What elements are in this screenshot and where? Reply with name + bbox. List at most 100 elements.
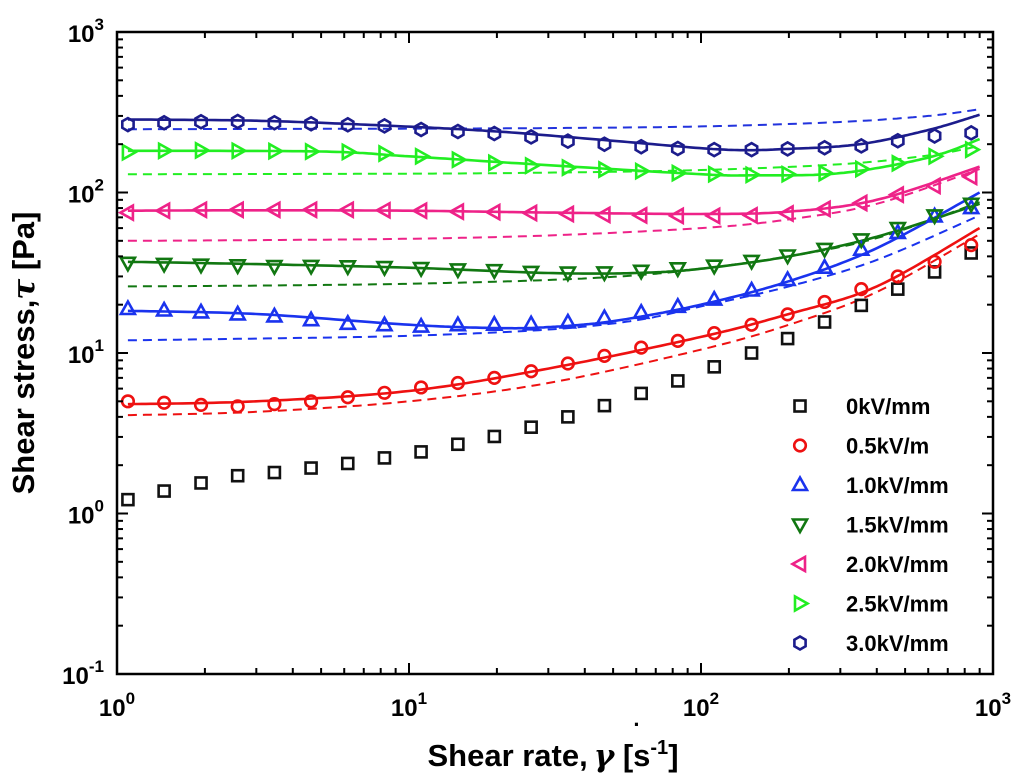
y-tick-label-4: 103: [68, 15, 104, 48]
data-point-s2-11: [521, 314, 541, 331]
data-point-s3-3: [228, 258, 247, 276]
data-point-s6-6: [340, 116, 355, 133]
data-point-s0-23: [964, 246, 978, 260]
fit-dashed-6: [127, 108, 980, 131]
data-point-s6-14: [634, 138, 649, 155]
data-point-s3-4: [265, 259, 284, 277]
x-axis-title-unit-close: ]: [668, 738, 678, 773]
data-point-s3-15: [668, 261, 688, 279]
data-point-s5-10: [487, 153, 505, 173]
data-point-s0-9: [451, 437, 465, 452]
data-point-s2-7: [375, 315, 394, 332]
data-point-s0-13: [597, 398, 612, 413]
x-axis-dot: ·: [633, 712, 640, 737]
legend-label-5: 2.5kV/mm: [846, 592, 949, 617]
fit-solid-3: [127, 202, 981, 275]
data-point-s1-20: [854, 282, 869, 297]
data-point-s0-19: [817, 315, 832, 329]
data-point-s3-11: [521, 265, 541, 283]
data-point-s4-22: [924, 176, 941, 196]
data-point-s2-20: [852, 239, 871, 256]
y-tick-label-1: 100: [68, 497, 104, 530]
x-axis-title: Shear rate, γ [s-1]: [427, 737, 678, 774]
data-point-s6-16: [707, 141, 722, 158]
fit-solid-1: [127, 226, 981, 406]
data-point-s4-20: [851, 193, 868, 213]
legend-marker-5: [793, 594, 811, 613]
y-axis-title-symbol: τ: [6, 279, 42, 300]
data-point-s4-2: [190, 200, 208, 220]
data-point-s4-8: [410, 201, 428, 220]
data-point-s6-8: [414, 121, 429, 138]
data-point-s1-22: [927, 254, 942, 269]
data-point-s5-12: [561, 158, 579, 177]
data-point-s2-12: [558, 312, 578, 329]
data-point-s5-5: [304, 142, 322, 161]
data-point-s3-10: [485, 263, 504, 281]
data-point-s1-0: [120, 394, 136, 409]
data-point-s4-5: [300, 200, 318, 220]
data-point-s6-22: [927, 128, 942, 145]
data-point-s0-5: [304, 461, 318, 475]
data-point-s4-10: [484, 202, 501, 222]
x-tick-label-0: 100: [99, 689, 135, 722]
data-point-s4-7: [374, 201, 391, 220]
data-point-s5-11: [524, 156, 542, 175]
data-point-s2-2: [191, 302, 211, 319]
data-point-s3-9: [448, 263, 468, 280]
fit-curves: [127, 108, 981, 417]
data-point-s0-18: [780, 331, 795, 346]
data-point-s5-19: [818, 163, 835, 183]
data-point-s1-14: [634, 340, 649, 355]
data-point-s2-18: [778, 269, 797, 287]
data-point-s5-6: [341, 142, 358, 162]
data-point-s0-10: [487, 429, 502, 444]
data-point-s4-23: [961, 167, 978, 187]
data-point-s0-7: [377, 451, 392, 465]
data-point-s6-11: [524, 128, 539, 145]
data-point-s6-21: [890, 132, 905, 149]
data-point-s0-4: [267, 465, 282, 480]
legend-label-4: 2.0kV/mm: [846, 552, 949, 577]
data-point-s0-3: [230, 468, 245, 483]
data-point-s1-23: [964, 238, 979, 253]
legend-label-0: 0kV/mm: [846, 394, 930, 419]
data-point-s6-20: [854, 137, 869, 154]
data-point-s5-3: [231, 141, 248, 161]
data-point-s1-5: [303, 394, 319, 409]
y-axis-title-unit: [Pa]: [6, 212, 41, 279]
y-axis-title: Shear stress,τ [Pa]: [6, 212, 42, 495]
data-point-s0-1: [157, 484, 171, 498]
fit-solid-6: [127, 113, 980, 152]
legend-marker-2: [790, 474, 810, 492]
data-point-s0-0: [121, 492, 135, 507]
data-point-s1-4: [267, 397, 282, 412]
data-point-s0-16: [707, 360, 722, 374]
data-point-s3-21: [888, 221, 908, 239]
data-point-s2-17: [742, 280, 761, 297]
data-point-s1-8: [413, 380, 429, 395]
data-point-s5-16: [707, 164, 725, 184]
data-point-s2-10: [485, 314, 504, 332]
data-point-s2-9: [448, 315, 468, 332]
data-markers: [117, 113, 982, 507]
legend: 0kV/mm 0.5kV/m 1.0kV/mm 1.5kV/mm 2.0kV/mm 2.5…: [789, 394, 949, 656]
data-point-s4-16: [704, 206, 721, 226]
data-point-s2-3: [228, 304, 247, 321]
data-point-s6-19: [817, 139, 832, 156]
data-point-s3-20: [852, 233, 871, 250]
data-point-s2-4: [265, 306, 284, 323]
data-point-s3-2: [191, 258, 211, 275]
data-point-s6-9: [450, 123, 465, 140]
data-point-s3-8: [411, 261, 431, 279]
data-point-s3-1: [154, 257, 174, 275]
x-axis-title-main: Shear rate,: [427, 738, 587, 773]
data-point-s4-21: [887, 185, 905, 204]
data-point-s5-22: [928, 147, 945, 166]
data-point-s5-7: [378, 144, 395, 163]
fit-dashed-5: [127, 144, 980, 176]
fit-dashed-2: [127, 214, 980, 342]
legend-marker-6: [793, 634, 807, 651]
legend-marker-0: [793, 399, 807, 413]
